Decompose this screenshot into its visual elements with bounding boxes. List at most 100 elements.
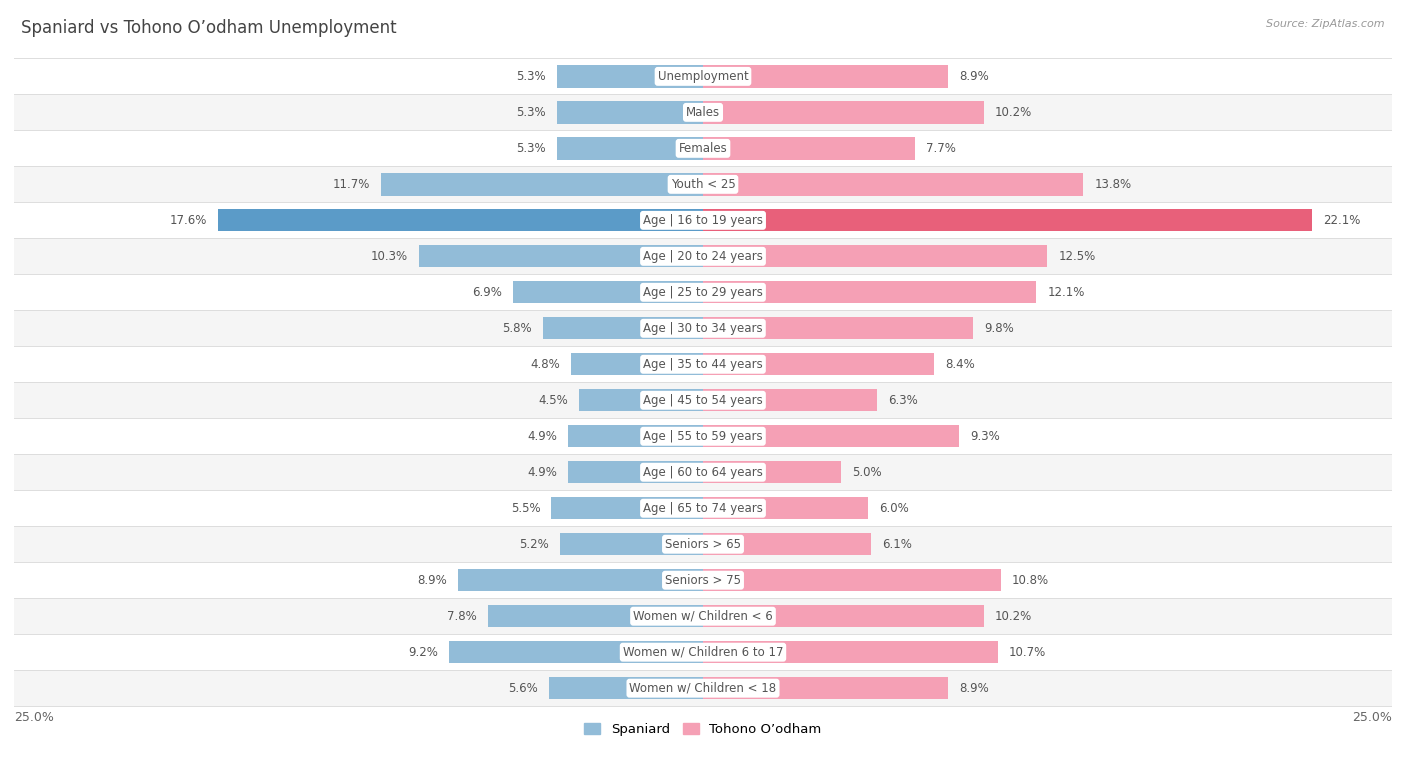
Legend: Spaniard, Tohono O’odham: Spaniard, Tohono O’odham — [579, 718, 827, 741]
Bar — [557, 101, 703, 123]
Bar — [557, 65, 703, 88]
Bar — [458, 569, 703, 591]
Text: 8.9%: 8.9% — [418, 574, 447, 587]
Bar — [703, 497, 869, 519]
Text: 5.6%: 5.6% — [508, 682, 537, 695]
Text: 7.7%: 7.7% — [927, 142, 956, 155]
Text: 10.3%: 10.3% — [371, 250, 408, 263]
Bar — [568, 425, 703, 447]
Bar — [14, 202, 1392, 238]
Text: 4.8%: 4.8% — [530, 358, 560, 371]
Bar — [381, 173, 703, 195]
Bar — [14, 562, 1392, 598]
Text: 17.6%: 17.6% — [170, 213, 207, 227]
Text: 7.8%: 7.8% — [447, 609, 477, 623]
Text: 5.8%: 5.8% — [502, 322, 531, 335]
Bar — [703, 425, 959, 447]
Text: 4.9%: 4.9% — [527, 430, 557, 443]
Text: 9.2%: 9.2% — [409, 646, 439, 659]
Bar — [551, 497, 703, 519]
Text: Spaniard vs Tohono O’odham Unemployment: Spaniard vs Tohono O’odham Unemployment — [21, 19, 396, 37]
Text: Age | 20 to 24 years: Age | 20 to 24 years — [643, 250, 763, 263]
Text: Age | 60 to 64 years: Age | 60 to 64 years — [643, 466, 763, 478]
Bar — [703, 641, 998, 663]
Text: Seniors > 65: Seniors > 65 — [665, 537, 741, 551]
Text: 8.9%: 8.9% — [959, 70, 988, 83]
Text: 10.7%: 10.7% — [1010, 646, 1046, 659]
Text: 11.7%: 11.7% — [332, 178, 370, 191]
Bar — [14, 382, 1392, 419]
Bar — [703, 461, 841, 484]
Bar — [513, 281, 703, 304]
Text: 6.1%: 6.1% — [882, 537, 912, 551]
Text: Youth < 25: Youth < 25 — [671, 178, 735, 191]
Bar — [703, 245, 1047, 267]
Bar — [557, 137, 703, 160]
Bar — [450, 641, 703, 663]
Text: 6.3%: 6.3% — [887, 394, 917, 407]
Text: 10.8%: 10.8% — [1012, 574, 1049, 587]
Bar — [543, 317, 703, 339]
Bar — [14, 310, 1392, 346]
Text: 5.5%: 5.5% — [510, 502, 540, 515]
Text: 13.8%: 13.8% — [1094, 178, 1132, 191]
Bar — [14, 274, 1392, 310]
Bar — [703, 101, 984, 123]
Text: Age | 25 to 29 years: Age | 25 to 29 years — [643, 286, 763, 299]
Text: Women w/ Children 6 to 17: Women w/ Children 6 to 17 — [623, 646, 783, 659]
Bar — [703, 173, 1083, 195]
Bar — [14, 454, 1392, 491]
Text: 10.2%: 10.2% — [995, 106, 1032, 119]
Bar — [14, 419, 1392, 454]
Bar — [703, 209, 1312, 232]
Text: Females: Females — [679, 142, 727, 155]
Text: 6.0%: 6.0% — [879, 502, 910, 515]
Bar — [703, 569, 1001, 591]
Text: Age | 16 to 19 years: Age | 16 to 19 years — [643, 213, 763, 227]
Bar — [703, 605, 984, 628]
Text: Age | 30 to 34 years: Age | 30 to 34 years — [643, 322, 763, 335]
Text: Seniors > 75: Seniors > 75 — [665, 574, 741, 587]
Text: 25.0%: 25.0% — [1353, 711, 1392, 724]
Text: 6.9%: 6.9% — [472, 286, 502, 299]
Bar — [571, 353, 703, 375]
Bar — [14, 598, 1392, 634]
Text: 8.9%: 8.9% — [959, 682, 988, 695]
Text: 4.5%: 4.5% — [538, 394, 568, 407]
Bar — [579, 389, 703, 412]
Bar — [14, 491, 1392, 526]
Bar — [703, 137, 915, 160]
Text: 10.2%: 10.2% — [995, 609, 1032, 623]
Text: 25.0%: 25.0% — [14, 711, 53, 724]
Text: Women w/ Children < 6: Women w/ Children < 6 — [633, 609, 773, 623]
Bar — [703, 353, 935, 375]
Text: 12.5%: 12.5% — [1059, 250, 1095, 263]
Bar — [14, 238, 1392, 274]
Text: 8.4%: 8.4% — [945, 358, 976, 371]
Text: Age | 35 to 44 years: Age | 35 to 44 years — [643, 358, 763, 371]
Bar — [703, 533, 872, 556]
Text: 9.8%: 9.8% — [984, 322, 1014, 335]
Text: 5.3%: 5.3% — [516, 142, 546, 155]
Bar — [14, 670, 1392, 706]
Bar — [560, 533, 703, 556]
Bar — [14, 526, 1392, 562]
Text: Age | 55 to 59 years: Age | 55 to 59 years — [643, 430, 763, 443]
Text: 5.0%: 5.0% — [852, 466, 882, 478]
Text: Unemployment: Unemployment — [658, 70, 748, 83]
Bar — [14, 634, 1392, 670]
Bar — [703, 389, 876, 412]
Text: Males: Males — [686, 106, 720, 119]
Bar — [703, 317, 973, 339]
Text: 12.1%: 12.1% — [1047, 286, 1085, 299]
Text: 5.2%: 5.2% — [519, 537, 548, 551]
Bar — [419, 245, 703, 267]
Bar — [14, 95, 1392, 130]
Text: 9.3%: 9.3% — [970, 430, 1000, 443]
Bar — [703, 65, 948, 88]
Text: Age | 65 to 74 years: Age | 65 to 74 years — [643, 502, 763, 515]
Bar — [14, 167, 1392, 202]
Bar — [14, 346, 1392, 382]
Text: 22.1%: 22.1% — [1323, 213, 1361, 227]
Text: 5.3%: 5.3% — [516, 106, 546, 119]
